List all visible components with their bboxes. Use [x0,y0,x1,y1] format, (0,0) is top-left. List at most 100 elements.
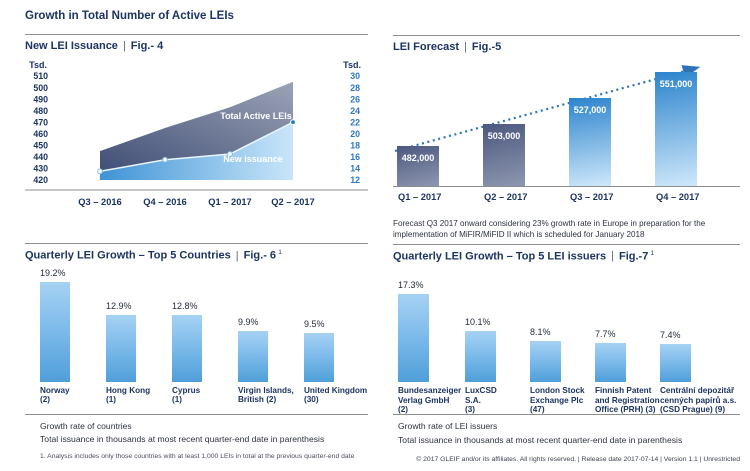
footer-text: © 2017 GLEIF and/or its affiliates. All … [416,455,740,463]
right-axis-tick: 14 [350,164,360,174]
x-axis-label: Q2 – 2017 [484,192,528,202]
bar-category-label: Virgin Islands, British (2) [238,385,294,404]
lei-forecast-chart: 482,000 Q1 – 2017 503,000 Q2 – 2017 527,000 Q… [393,59,740,213]
page-title: Growth in Total Number of Active LEIs [25,10,234,22]
data-point-marker [97,168,103,175]
left-axis-tick: 500 [33,83,48,93]
x-axis-label: Q2 – 2017 [271,197,314,207]
left-axis-tick: 440 [33,152,48,162]
left-axis-unit-label: Tsd. [29,60,47,70]
figure-number: Fig.-7 [618,250,649,263]
bar-value-label: 482,000 [401,153,435,163]
x-axis-label: Q1 – 2017 [208,197,251,207]
title-separator: | [122,40,126,52]
growth-bar [595,343,626,383]
forecast-bar: 527,000 [569,98,611,186]
footnote-marker: 1 [278,249,282,256]
title-separator: | [464,41,467,53]
bar-percent-label: 7.4% [660,330,681,341]
new-issuance-area [100,122,293,180]
section-title-text: LEI Forecast [393,41,460,53]
data-point-marker [162,156,168,163]
right-axis-tick: 16 [350,152,360,162]
section-title-text: Quarterly LEI Growth – Top 5 LEI issuers [393,250,607,263]
figure-number: Fig.- 4 [130,40,164,52]
section-title-text: New LEI Issuance [25,40,118,52]
section-title-fig6: Quarterly LEI Growth – Top 5 Countries | F… [25,244,368,262]
bar-percent-label: 9.9% [238,316,259,327]
bar-percent-label: 12.8% [172,300,198,311]
growth-bar [106,314,136,382]
top5-issuers-chart: 17.3% Bundesanzeiger Verlag GmbH (2) 10.1% Lu… [393,264,740,414]
bar-category-label: Centrální depozitář cenných papírů a.s. (C… [660,386,737,414]
bar-value-label: 503,000 [487,131,521,141]
bar-percent-label: 9.5% [304,318,325,329]
bar-percent-label: 19.2% [40,267,66,278]
bar-percent-label: 12.9% [106,300,132,311]
note-line: Total issuance in thousands at most rece… [398,434,683,445]
left-axis-tick: 430 [33,164,48,174]
bar-category-label: Norway (2) [40,385,70,404]
right-axis-tick: 12 [350,175,360,185]
left-axis-tick: 480 [33,106,48,116]
right-axis-tick: 18 [350,141,360,151]
section-title-text: Quarterly LEI Growth – Top 5 Countries [25,249,231,262]
section-title-fig4: New LEI Issuance | Fig.- 4 [25,35,368,52]
right-axis-unit-label: Tsd. [343,60,361,70]
note-line: Total issuance in thousands at most rece… [40,433,325,444]
bar-percent-label: 8.1% [530,327,551,338]
growth-bar [398,294,429,383]
left-axis-tick: 460 [33,129,48,139]
bar-category-label: Bundesanzeiger Verlag GmbH (2) [398,386,462,414]
left-axis-tick: 450 [33,141,48,151]
section-title-fig7: Quarterly LEI Growth – Top 5 LEI issuers… [393,245,740,263]
data-point-marker [290,119,296,126]
bar-value-label: 527,000 [573,105,607,115]
chart-notes: Growth rate of LEI issuers Total issuanc… [393,414,740,447]
forecast-trend-line [394,65,701,153]
growth-bar [530,341,561,383]
right-axis-tick: 22 [350,117,360,127]
note-line: Growth rate of countries [40,420,132,431]
bar-percent-label: 10.1% [465,317,491,328]
panel-lei-forecast: LEI Forecast | Fig.-5 482,000 Q1 – 2017 503,… [393,35,740,241]
top5-countries-chart: 19.2% Norway (2) 12.9% Hong Kong (1) 12.8% Cypr… [25,264,368,414]
forecast-caption: Forecast Q3 2017 onward considering 23% … [393,219,706,240]
title-separator: | [611,250,614,263]
right-axis-tick: 28 [350,83,360,93]
series-label-new-issuance: New issuance [223,154,283,164]
growth-bar [465,331,496,383]
x-axis-label: Q4 – 2017 [656,192,700,202]
x-axis-label: Q1 – 2017 [398,192,442,202]
footnote-marker: 1 [650,249,655,257]
bar-category-label: United Kingdom (30) [304,385,368,404]
total-active-leis-band [100,81,293,172]
growth-bar [238,330,268,382]
x-axis-label: Q3 – 2017 [570,192,614,202]
new-lei-issuance-chart: Tsd. Tsd.51050049048047046045044043042030… [25,60,368,207]
growth-bar [172,314,202,382]
bar-category-label: Cyprus (1) [172,385,201,404]
panel-top5-issuers: Quarterly LEI Growth – Top 5 LEI issuers… [393,243,740,463]
x-axis-label: Q4 – 2016 [143,197,186,207]
right-axis-tick: 30 [350,71,360,81]
series-label-total-active-leis: Total Active LEIs [220,111,292,121]
bar-category-label: LuxCSD S.A. (3) [465,386,497,414]
forecast-bar: 482,000 [397,146,439,186]
bar-category-label: Finnish Patent and Registration Office (PR… [595,386,660,414]
left-axis-tick: 490 [33,94,48,104]
data-point-marker [227,151,233,157]
panel-top5-countries: Quarterly LEI Growth – Top 5 Countries | F… [25,243,368,460]
bar-percent-label: 17.3% [398,280,424,291]
title-separator: | [235,249,239,262]
chart-notes: Growth rate of countries Total issuance … [25,413,368,447]
new-issuance-line [99,121,294,173]
section-title-fig5: LEI Forecast | Fig.-5 [393,36,740,53]
figure-number: Fig.- 6 [243,249,277,262]
growth-bar [304,332,334,382]
x-axis-line [393,186,740,187]
left-axis-tick: 470 [33,117,48,127]
right-column: LEI Forecast | Fig.-5 482,000 Q1 – 2017 503,… [393,0,740,463]
figure-number: Fig.-5 [471,41,502,53]
